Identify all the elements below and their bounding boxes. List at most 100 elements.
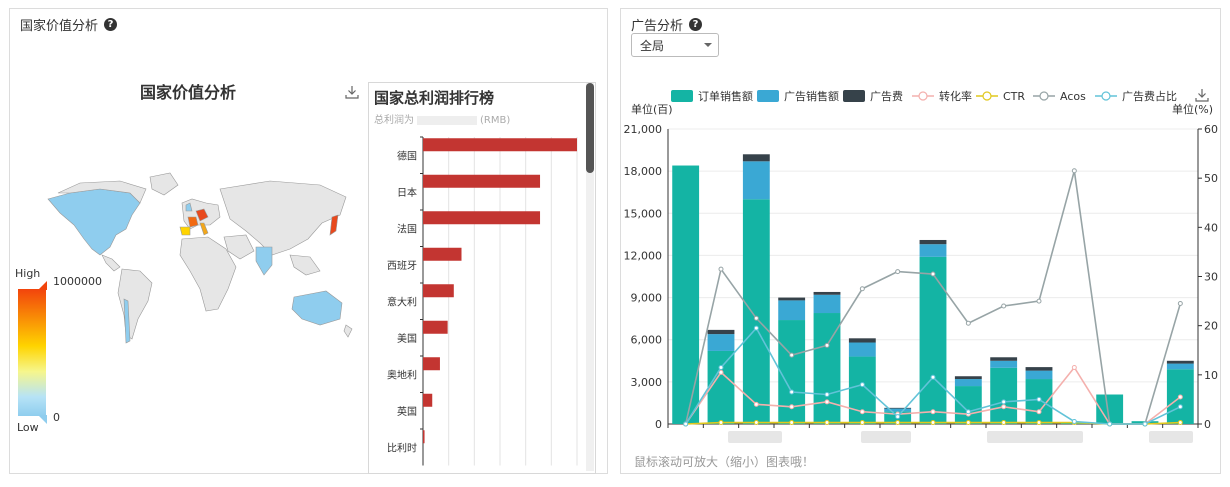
ranking-category-label: 西班牙 — [387, 260, 417, 272]
map-region-central-america — [101, 254, 121, 272]
left-axis-tick-label: 9,000 — [631, 292, 663, 305]
ranking-title: 国家总利润排行榜 — [374, 89, 495, 107]
ranking-bar — [423, 430, 425, 444]
series-point — [895, 269, 901, 275]
series-point — [789, 404, 795, 410]
bar-segment — [919, 244, 947, 257]
series-point — [1001, 420, 1007, 426]
zoom-hint: 鼠标滚动可放大（缩小）图表哦！ — [634, 455, 815, 469]
series-point — [1071, 168, 1077, 174]
bar-segment — [778, 297, 806, 301]
left-axis-tick-label: 0 — [655, 418, 662, 431]
series-point — [895, 420, 901, 426]
map-title: 国家价值分析 — [140, 83, 237, 102]
scope-select[interactable]: 全局 — [631, 33, 719, 57]
series-point — [753, 315, 759, 321]
ranking-subtitle-prefix: 总利润为 — [374, 115, 414, 126]
series-point — [930, 374, 936, 380]
series-point — [930, 409, 936, 415]
right-axis-tick-label: 10 — [1204, 369, 1218, 382]
legend-min-handle[interactable] — [38, 415, 47, 424]
ranking-bar — [423, 284, 454, 298]
series-point — [789, 420, 795, 426]
left-axis-tick-label: 18,000 — [624, 165, 663, 178]
map-region-france — [187, 216, 199, 228]
map-region-greenland — [149, 172, 179, 196]
bar-segment — [742, 199, 770, 424]
ranking-scrollbar-thumb[interactable] — [586, 83, 594, 173]
bar-segment — [1025, 367, 1053, 371]
download-icon[interactable] — [345, 85, 359, 99]
legend-low-label: Low — [17, 421, 39, 434]
right-axis-unit: 单位(%) — [1172, 102, 1213, 116]
map-region-chile — [123, 298, 131, 344]
map-region-spain — [179, 226, 191, 236]
bar-segment — [884, 407, 912, 409]
series-point — [718, 266, 724, 272]
map-region-new-zealand — [343, 324, 353, 338]
ranking-bar — [423, 211, 541, 225]
series-point — [1107, 421, 1113, 427]
series-point — [789, 352, 795, 358]
legend-marker — [1039, 91, 1049, 101]
map-region-south-america — [117, 268, 153, 340]
series-point — [1001, 404, 1007, 410]
map-region-southeast-asia — [289, 254, 321, 276]
series-point — [718, 369, 724, 375]
bar-segment — [954, 379, 982, 387]
ranking-category-label: 美国 — [397, 332, 417, 345]
right-axis-tick-label: 0 — [1204, 418, 1211, 431]
bar-segment — [778, 300, 806, 321]
x-axis-label-redacted — [987, 431, 1083, 443]
x-axis-label-redacted — [1149, 431, 1193, 443]
bar-segment — [990, 360, 1018, 368]
bar-segment — [990, 367, 1018, 424]
series-point — [859, 420, 865, 426]
left-axis-unit: 单位(百) — [631, 102, 673, 116]
chevron-down-icon — [704, 43, 712, 47]
ranking-subtitle-redacted — [417, 115, 477, 125]
bar-segment — [672, 165, 700, 424]
legend-gradient-bar[interactable] — [18, 289, 46, 416]
ranking-scrollbar-track[interactable] — [586, 83, 594, 471]
bar-segment — [954, 376, 982, 380]
panel-title-ad-analysis: 广告分析 ? — [631, 15, 703, 34]
series-point — [965, 409, 971, 415]
legend-marker — [918, 91, 928, 101]
series-point — [859, 286, 865, 292]
bar-segment — [707, 334, 735, 351]
bar-segment — [954, 386, 982, 424]
series-point — [1001, 399, 1007, 405]
help-icon[interactable]: ? — [689, 18, 703, 31]
download-icon[interactable] — [1195, 89, 1209, 102]
world-map[interactable] — [40, 159, 360, 359]
panel-title-country-value: 国家价值分析 ? — [20, 15, 118, 34]
ranking-bar — [423, 320, 448, 334]
bar-segment — [1166, 360, 1194, 364]
ranking-bar — [423, 393, 433, 407]
bar-segment — [1166, 363, 1194, 370]
map-region-japan — [329, 214, 339, 236]
legend-label: 广告销售额 — [784, 89, 839, 103]
series-point — [1071, 364, 1077, 370]
legend-label: 广告费占比 — [1122, 89, 1177, 103]
legend-high-label: High — [15, 267, 41, 280]
map-region-germany — [195, 208, 209, 222]
help-icon[interactable]: ? — [104, 18, 118, 31]
map-region-asia — [219, 180, 347, 256]
scope-select-value: 全局 — [640, 39, 665, 53]
series-point — [824, 399, 830, 405]
map-region-italy — [199, 222, 209, 236]
legend-max-handle[interactable] — [38, 281, 47, 290]
legend-swatch — [757, 90, 779, 102]
bar-segment — [813, 294, 841, 314]
series-point — [753, 420, 759, 426]
series-point — [718, 364, 724, 370]
series-point — [1001, 303, 1007, 309]
left-axis-tick-label: 3,000 — [631, 376, 663, 389]
series-point — [1036, 420, 1042, 426]
series-point — [683, 421, 689, 427]
series-point — [930, 271, 936, 277]
